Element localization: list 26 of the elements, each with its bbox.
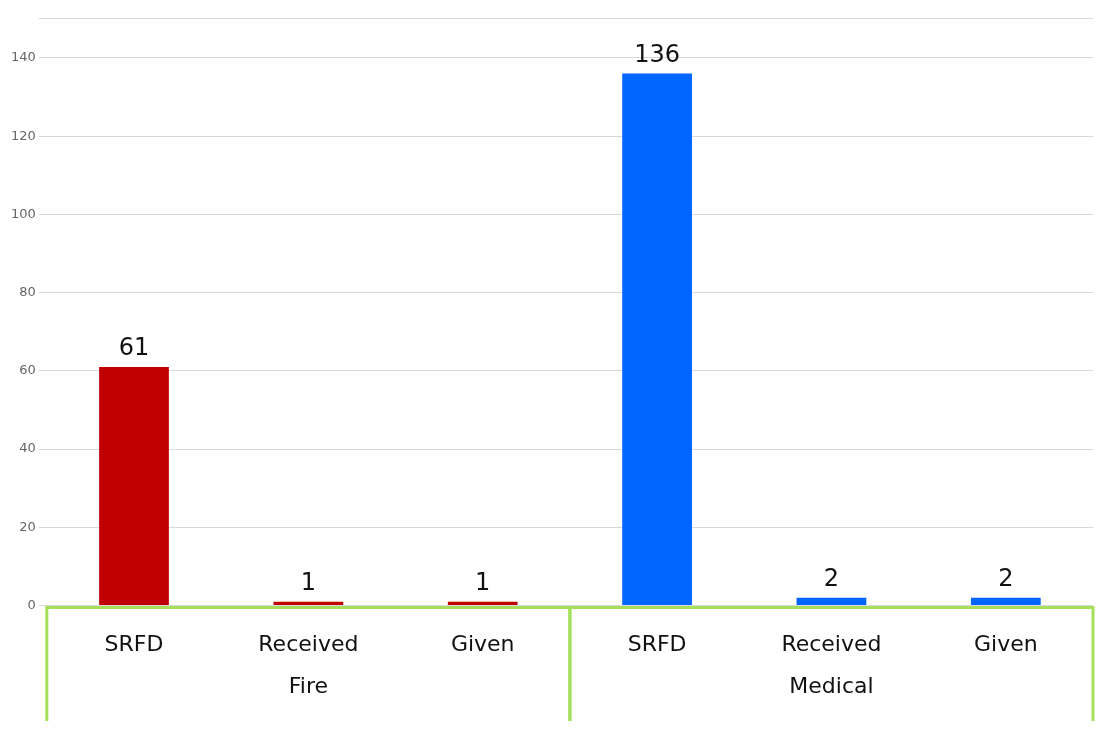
x-tick-label: Received <box>781 630 882 656</box>
data-label: 1 <box>475 567 491 596</box>
y-tick-label: 120 <box>10 127 36 143</box>
bar <box>622 73 692 606</box>
text: Medical <box>789 673 874 699</box>
x-tick-label: Received <box>258 630 359 656</box>
y-tick-label: 20 <box>19 518 36 534</box>
y-tick-label: 140 <box>10 49 36 65</box>
bar <box>970 597 1041 606</box>
bar <box>99 366 169 606</box>
x-tick-label: SRFD <box>104 630 164 656</box>
data-label: 61 <box>118 333 150 362</box>
x-tick-label: SRFD <box>627 630 687 656</box>
y-tick-label: 60 <box>19 362 36 378</box>
x-tick-label: Given <box>450 630 515 656</box>
text: Fire <box>288 673 328 699</box>
data-label: 2 <box>823 564 840 593</box>
x-tick-label: Given <box>973 630 1038 656</box>
data-label: 2 <box>998 564 1014 593</box>
y-tick-label: 40 <box>19 440 36 456</box>
y-tick-label: 80 <box>19 284 36 300</box>
y-tick-label: 100 <box>10 205 36 221</box>
data-label: 1 <box>300 567 316 596</box>
bar <box>796 597 867 606</box>
y-tick-label: 0 <box>27 596 36 612</box>
data-label: 136 <box>634 39 680 68</box>
